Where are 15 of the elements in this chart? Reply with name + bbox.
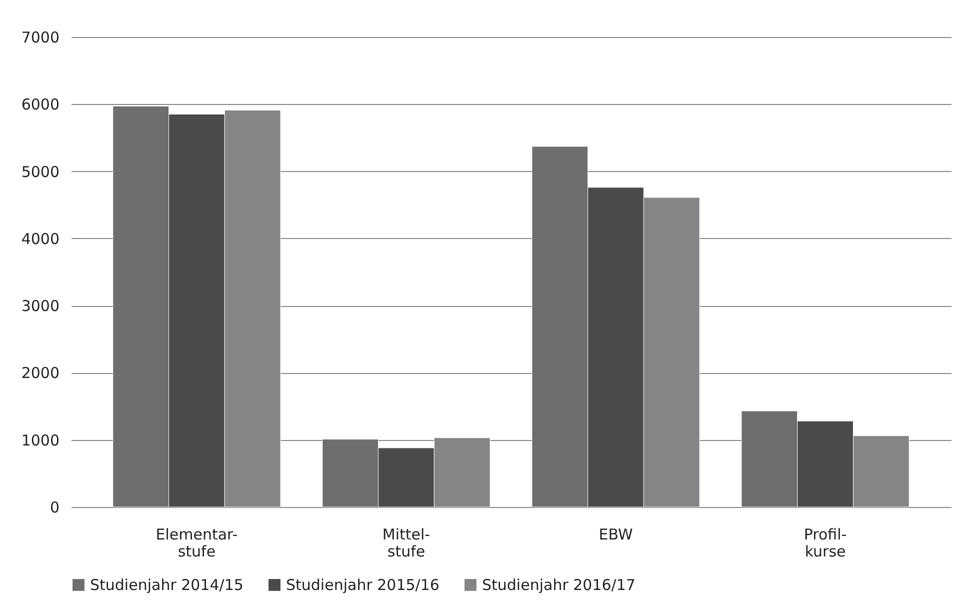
x-tick-label: Profil-kurse (804, 526, 847, 560)
legend-label: Studienjahr 2016/17 (482, 576, 636, 594)
x-tick-label: EBW (598, 526, 633, 544)
legend-label: Studienjahr 2014/15 (90, 576, 244, 594)
y-tick-label: 5000 (21, 162, 60, 181)
y-tick-label: 1000 (21, 431, 60, 450)
y-tick-label: 0 (50, 498, 60, 516)
x-tick-label: Mittel-stufe (382, 526, 430, 560)
y-tick-label: 4000 (21, 230, 60, 248)
legend-label: Studienjahr 2015/16 (286, 576, 440, 594)
y-tick-label: 3000 (21, 297, 60, 316)
y-tick-label: 6000 (21, 96, 60, 114)
y-tick-label: 7000 (21, 28, 60, 46)
x-tick-label: Elementar-stufe (156, 526, 238, 560)
y-tick-label: 2000 (21, 364, 60, 382)
